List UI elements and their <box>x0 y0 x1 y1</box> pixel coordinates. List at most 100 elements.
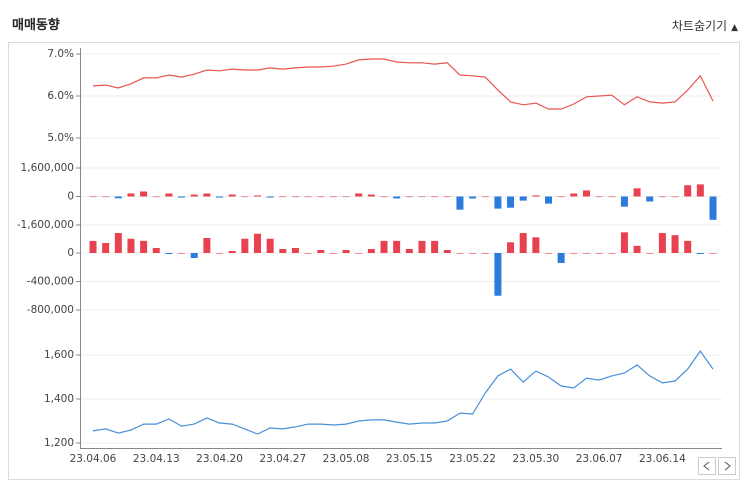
next-button[interactable] <box>718 457 736 475</box>
bar <box>443 250 451 253</box>
y-tick-label: -1,600,000 <box>17 219 74 231</box>
bar <box>709 253 717 254</box>
bar <box>431 196 439 198</box>
bar <box>545 196 553 204</box>
bar <box>355 193 363 197</box>
bar <box>393 240 401 253</box>
bar <box>519 233 527 253</box>
y-tick-label: 6.0% <box>47 90 74 102</box>
x-tick-label: 23.06.07 <box>576 453 623 465</box>
bar <box>380 240 388 253</box>
bar <box>266 196 274 198</box>
bar <box>620 232 628 253</box>
toggle-label[interactable]: 차트숨기기 <box>671 19 728 33</box>
bar <box>633 188 641 197</box>
bar <box>431 240 439 253</box>
bar <box>633 245 641 253</box>
bar <box>253 195 261 197</box>
bar <box>253 233 261 253</box>
bar <box>203 238 211 253</box>
bar <box>507 196 515 208</box>
bar <box>127 238 135 253</box>
bar <box>469 196 477 199</box>
bar <box>114 196 122 199</box>
bar <box>279 249 287 253</box>
x-tick-label: 23.05.22 <box>449 453 496 465</box>
y-tick-label: 7.0% <box>47 48 74 60</box>
bar <box>696 184 704 197</box>
bar <box>178 253 186 254</box>
bar <box>355 253 363 254</box>
bar <box>393 196 401 199</box>
bar <box>646 253 654 254</box>
bar <box>570 253 578 254</box>
bar <box>216 253 224 254</box>
chart-toggle[interactable]: 차트숨기기 ▲ <box>672 17 738 34</box>
bar <box>658 233 666 253</box>
bar <box>418 196 426 198</box>
bar <box>418 240 426 253</box>
bar <box>304 253 312 254</box>
bar <box>443 196 451 198</box>
toggle-arrow[interactable]: ▲ <box>731 23 738 33</box>
bar <box>557 196 565 198</box>
x-tick-label: 23.06.14 <box>639 453 686 465</box>
bar <box>266 238 274 253</box>
bar <box>279 196 287 198</box>
bar <box>671 235 679 253</box>
bar <box>582 190 590 197</box>
bar <box>570 193 578 197</box>
y-tick-label: -400,000 <box>27 276 74 288</box>
prev-button-box[interactable] <box>698 457 716 475</box>
bar <box>595 253 603 254</box>
bar <box>519 196 527 201</box>
data-line <box>92 58 714 110</box>
bar <box>228 194 236 197</box>
y-tick-label: 1,600 <box>44 349 74 361</box>
bar <box>114 233 122 253</box>
bar <box>329 253 337 254</box>
bar <box>646 196 654 202</box>
bar <box>709 196 717 220</box>
bar <box>684 185 692 197</box>
x-tick-label: 23.05.08 <box>323 453 370 465</box>
bar <box>367 249 375 253</box>
bar <box>494 196 502 209</box>
next-button-box[interactable] <box>718 457 736 475</box>
bar <box>89 240 97 253</box>
bar <box>89 196 97 198</box>
bar <box>317 250 325 253</box>
y-tick-label: 0 <box>67 247 74 259</box>
bar <box>608 253 616 254</box>
bar <box>608 196 616 198</box>
bar <box>456 253 464 254</box>
y-tick-label: 1,400 <box>44 393 74 405</box>
y-tick-label: 1,200 <box>44 437 74 449</box>
bar <box>557 253 565 263</box>
next-icon[interactable] <box>724 461 731 471</box>
chart-frame <box>8 42 740 480</box>
bar <box>507 242 515 253</box>
bar <box>203 193 211 197</box>
bar <box>152 196 160 198</box>
prev-button[interactable] <box>698 457 716 475</box>
bar <box>481 196 489 198</box>
bar <box>684 240 692 253</box>
bar <box>595 196 603 198</box>
bar <box>342 196 350 198</box>
prev-icon[interactable] <box>703 461 710 471</box>
bar <box>329 196 337 198</box>
bar <box>228 251 236 253</box>
bar <box>165 253 173 254</box>
bar <box>291 248 299 253</box>
bar <box>405 249 413 253</box>
bar <box>140 191 148 197</box>
bar <box>481 253 489 254</box>
bar <box>342 250 350 253</box>
y-tick-label: 5.0% <box>47 132 74 144</box>
bar <box>456 196 464 210</box>
x-tick-label: 23.04.20 <box>196 453 243 465</box>
x-tick-label: 23.04.27 <box>259 453 306 465</box>
